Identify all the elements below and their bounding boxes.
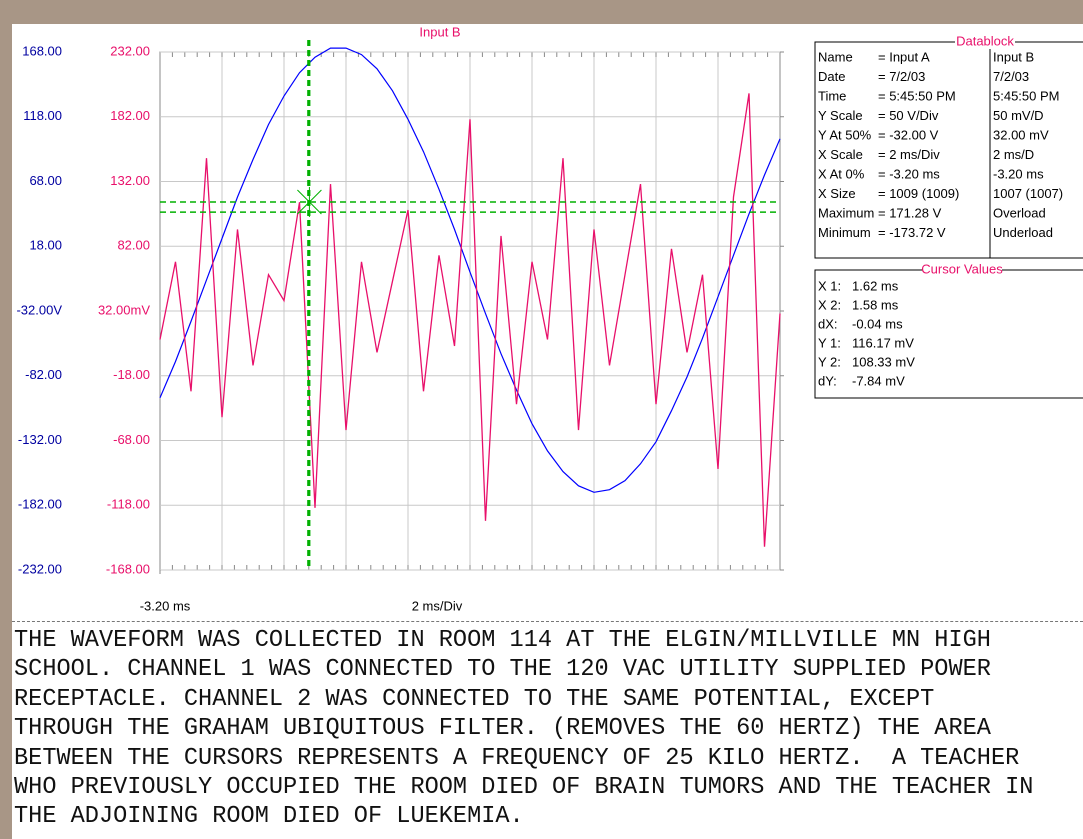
y2-tick-label: 32.00mV	[98, 302, 150, 317]
datablock-cell: = -173.72 V	[878, 225, 946, 240]
datablock-cell: Time	[818, 88, 846, 103]
y2-tick-label: -118.00	[107, 497, 150, 512]
y-tick-label: 118.00	[23, 108, 62, 123]
datablock-cell: 2 ms/D	[993, 147, 1034, 162]
datablock-cell: = 1009 (1009)	[878, 186, 959, 201]
cursor-marker	[297, 187, 322, 217]
y-tick-label: -82.00	[25, 367, 62, 382]
datablock-box	[814, 41, 1083, 259]
datablock-cell: X At 0%	[818, 166, 865, 181]
y2-tick-label: -68.00	[113, 432, 150, 447]
datablock-cell: Overload	[993, 205, 1046, 220]
caption-line: RECEPTACLE. CHANNEL 2 WAS CONNECTED TO T…	[14, 685, 935, 713]
datablock-cell: = 5:45:50 PM	[878, 88, 956, 103]
datablock-cell: 50 mV/D	[993, 108, 1044, 123]
datablock-cell: Y At 50%	[818, 127, 872, 142]
datablock-cell: 7/2/03	[993, 69, 1029, 84]
cursor-cell: Y 2:	[818, 354, 841, 369]
y-tick-label: -32.00V	[16, 302, 62, 317]
caption-line: WHO PREVIOUSLY OCCUPIED THE ROOM DIED OF…	[14, 774, 1034, 802]
caption-line: SCHOOL. CHANNEL 1 WAS CONNECTED TO THE 1…	[14, 656, 991, 684]
cursor-cell: -7.84 mV	[852, 373, 905, 388]
series-line	[159, 47, 781, 493]
datablock-cell: = 50 V/Div	[878, 108, 939, 123]
y-tick-label: -132.00	[18, 432, 62, 447]
y2-tick-label: -18.00	[113, 367, 150, 382]
y-tick-label: 18.00	[29, 238, 62, 253]
cursor-title-bg	[922, 263, 1002, 277]
datablock-cell: Maximum	[818, 205, 874, 220]
scope-window: Input B 2 ms/Div Datablock Cursor Values…	[12, 24, 1083, 621]
x-tick-label: -3.20 ms	[140, 598, 191, 613]
cursor-title: Cursor Values	[921, 261, 1003, 276]
cursor-cell: 116.17 mV	[852, 335, 914, 350]
y-tick-label: 168.00	[22, 43, 62, 58]
y2-tick-label: 182.00	[110, 108, 150, 123]
datablock-cell: = 2 ms/Div	[878, 147, 940, 162]
datablock-cell: Date	[818, 69, 845, 84]
cursor-cell: -0.04 ms	[852, 316, 903, 331]
cursor-cell: 1.62 ms	[852, 278, 899, 293]
y2-tick-label: 132.00	[110, 173, 150, 188]
cursor-cell: dX:	[818, 316, 838, 331]
datablock-cell: = 7/2/03	[878, 69, 925, 84]
cursor-cell: X 1:	[818, 278, 841, 293]
y-tick-label: -182.00	[18, 497, 62, 512]
series-line	[159, 93, 781, 547]
caption: THE WAVEFORM WAS COLLECTED IN ROOM 114 A…	[12, 621, 1083, 839]
datablock-cell: = 171.28 V	[878, 205, 942, 220]
y-tick-label: -232.00	[18, 561, 62, 576]
cursor-cell: 108.33 mV	[852, 354, 915, 369]
datablock-title: Datablock	[956, 33, 1014, 48]
datablock-cell: Y Scale	[818, 108, 863, 123]
x-axis-label: 2 ms/Div	[412, 598, 463, 613]
datablock-cell: 32.00 mV	[993, 127, 1049, 142]
datablock-cell: X Scale	[818, 147, 863, 162]
y2-tick-label: -168.00	[106, 561, 150, 576]
caption-line: THE ADJOINING ROOM DIED OF LUEKEMIA.	[14, 803, 524, 831]
grid-layer	[159, 51, 781, 571]
chart-title: Input B	[419, 24, 460, 39]
datablock-cell: = -3.20 ms	[878, 166, 940, 181]
y2-tick-label: 232.00	[110, 43, 150, 58]
cursor-cell: 1.58 ms	[852, 297, 899, 312]
datablock-cell: 1007 (1007)	[993, 186, 1063, 201]
datablock-cell: = -32.00 V	[878, 127, 939, 142]
datablock-cell: Minimum	[818, 225, 871, 240]
cursor-cell: X 2:	[818, 297, 841, 312]
datablock-cell: Name	[818, 49, 853, 64]
datablock-cell: = Input A	[878, 49, 930, 64]
datablock-cell: Input B	[993, 49, 1034, 64]
datablock-title-bg	[955, 35, 1015, 49]
cursor-cell: Y 1:	[818, 335, 841, 350]
caption-line: BETWEEN THE CURSORS REPRESENTS A FREQUEN…	[14, 744, 1020, 772]
caption-line: THE WAVEFORM WAS COLLECTED IN ROOM 114 A…	[14, 627, 991, 654]
datablock-cell: X Size	[818, 186, 856, 201]
datablock-cell: 5:45:50 PM	[993, 88, 1060, 103]
cursor-cell: dY:	[818, 373, 837, 388]
datablock-cell: Underload	[993, 225, 1053, 240]
caption-line: THROUGH THE GRAHAM UBIQUITOUS FILTER. (R…	[14, 715, 991, 743]
datablock-cell: -3.20 ms	[993, 166, 1044, 181]
y-tick-label: 68.00	[29, 173, 62, 188]
y2-tick-label: 82.00	[117, 238, 150, 253]
